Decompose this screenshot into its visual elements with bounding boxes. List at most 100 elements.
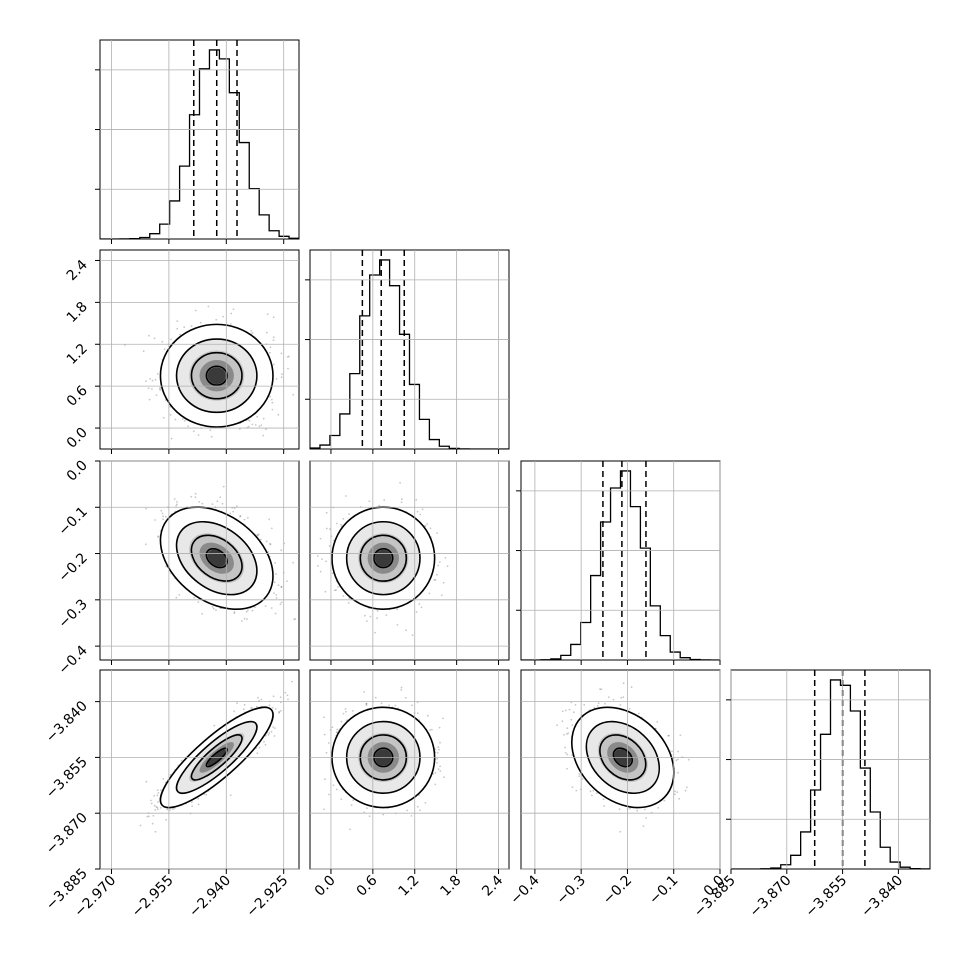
- contour-1: [175, 520, 258, 596]
- scatter-point: [286, 580, 288, 582]
- grid: [521, 670, 721, 870]
- density-panel-2-1: [309, 460, 510, 661]
- scatter-point: [273, 592, 275, 594]
- scatter-point: [574, 704, 577, 706]
- scatter-point: [429, 527, 432, 530]
- scatter-point: [266, 313, 269, 316]
- scatter-point: [636, 809, 639, 812]
- scatter-point: [374, 696, 377, 699]
- x-tick-label: −2.955: [129, 873, 177, 921]
- scatter-point: [566, 727, 569, 730]
- scatter-point: [426, 714, 429, 717]
- scatter-point: [175, 505, 178, 507]
- scatter-point: [415, 611, 418, 613]
- scatter-point: [150, 802, 153, 805]
- scatter-point: [657, 806, 660, 809]
- scatter-point: [596, 705, 599, 707]
- scatter-point: [335, 589, 337, 591]
- scatter-point: [612, 698, 615, 701]
- scatter-point: [272, 339, 275, 342]
- scatter-point: [344, 495, 347, 497]
- scatter-point: [212, 607, 215, 610]
- scatter-point: [332, 784, 335, 787]
- contour-0: [159, 506, 274, 611]
- scatter-point: [349, 828, 351, 831]
- scatter-point: [439, 741, 441, 744]
- contour-2: [359, 534, 408, 582]
- scatter-point: [323, 808, 325, 811]
- scatter-point: [247, 609, 249, 612]
- scatter-point: [260, 424, 263, 426]
- scatter-point: [437, 746, 440, 749]
- scatter-point: [572, 711, 575, 714]
- scatter-point: [437, 768, 440, 770]
- scatter-point: [139, 824, 142, 827]
- density-layers: [139, 680, 293, 833]
- contour-1: [175, 338, 258, 414]
- scatter-point: [368, 815, 371, 818]
- contour-1: [585, 720, 661, 795]
- scatter-point: [394, 704, 397, 707]
- scatter-point: [156, 789, 159, 791]
- scatter-point: [157, 801, 159, 803]
- scatter-point: [275, 573, 277, 575]
- scatter-point: [385, 614, 388, 616]
- scatter-point: [157, 792, 160, 794]
- y-tick-label: −3.840: [43, 698, 91, 746]
- scatter-point: [284, 691, 287, 694]
- scatter-point: [239, 515, 242, 518]
- scatter-point: [674, 790, 676, 793]
- scatter-point: [400, 688, 403, 691]
- scatter-point: [156, 806, 159, 809]
- scatter-point: [281, 373, 283, 376]
- scatter-point: [148, 398, 151, 401]
- scatter-point: [153, 337, 156, 340]
- scatter-point: [438, 561, 441, 563]
- scatter-point: [180, 759, 183, 762]
- scatter-point: [243, 518, 246, 521]
- scatter-point: [142, 350, 145, 353]
- scatter-point: [607, 696, 610, 698]
- scatter-point: [363, 691, 366, 693]
- scatter-point: [161, 340, 164, 343]
- x-tick-label: −3.840: [858, 873, 906, 921]
- y-tick-label: −0.4: [55, 643, 90, 678]
- y-axis-3: −3.885−3.870−3.855−3.840: [43, 698, 100, 913]
- scatter-point: [176, 501, 178, 503]
- scatter-point: [247, 425, 250, 428]
- scatter-point: [145, 380, 147, 382]
- scatter-point: [439, 770, 442, 772]
- scatter-point: [593, 706, 596, 709]
- scatter-point: [268, 732, 271, 734]
- scatter-point: [277, 413, 280, 416]
- scatter-point: [263, 741, 265, 743]
- scatter-point: [340, 798, 343, 801]
- scatter-point: [638, 712, 640, 715]
- scatter-point: [191, 801, 193, 804]
- scatter-point: [265, 331, 268, 334]
- grid: [100, 250, 299, 449]
- scatter-point: [440, 594, 443, 597]
- grid: [310, 250, 509, 449]
- scatter-point: [571, 786, 574, 788]
- scatter-point: [176, 503, 178, 506]
- scatter-point: [324, 590, 327, 593]
- scatter-point: [165, 515, 167, 518]
- y-tick-label: 2.4: [64, 257, 91, 284]
- scatter-point: [270, 607, 273, 609]
- scatter-point: [207, 305, 210, 308]
- scatter-point: [376, 610, 379, 612]
- scatter-point: [239, 428, 241, 430]
- density-layers: [316, 481, 449, 637]
- density-layers: [124, 305, 295, 440]
- density-level-4: [207, 367, 226, 385]
- y-tick-label: 1.2: [64, 341, 91, 368]
- scatter-point: [331, 572, 334, 575]
- x-tick-label: −0.2: [600, 873, 635, 908]
- x-axis-2: −0.4 −0.3 −0.2 −0.1 0.0: [507, 869, 728, 908]
- scatter-point: [369, 615, 372, 618]
- scatter-point: [243, 703, 246, 706]
- density-panel-2-0: [99, 460, 300, 661]
- scatter-point: [159, 389, 162, 391]
